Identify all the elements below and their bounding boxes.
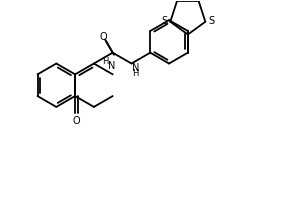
Text: O: O [72, 116, 80, 126]
Text: H: H [103, 57, 109, 66]
Text: N: N [132, 63, 140, 73]
Text: H: H [133, 69, 139, 78]
Text: S: S [208, 16, 214, 26]
Text: N: N [108, 61, 116, 71]
Text: O: O [100, 32, 107, 42]
Text: S: S [161, 16, 167, 26]
